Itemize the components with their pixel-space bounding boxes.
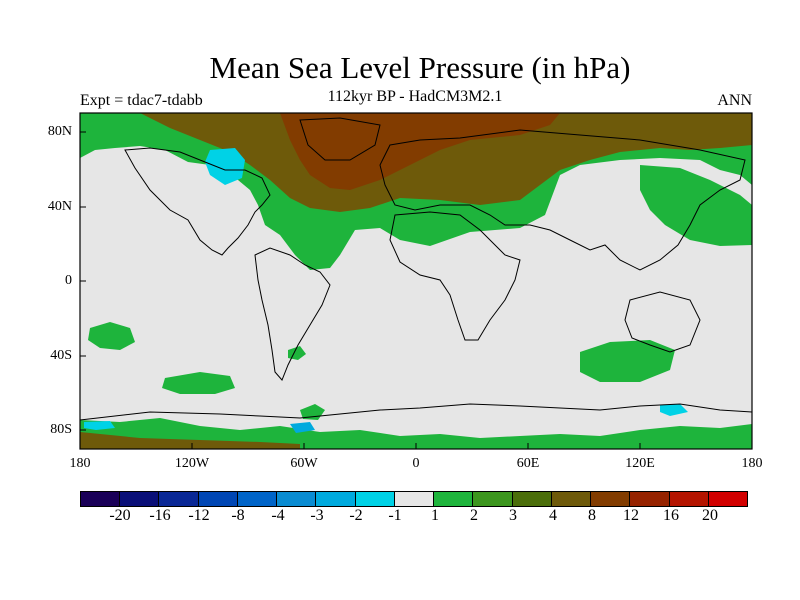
colorbar-cell (316, 492, 356, 506)
ytick-label-80n: 80N (47, 124, 72, 139)
colorbar-label: -20 (109, 507, 131, 524)
experiment-label: Expt = tdac7-tdabb (80, 92, 203, 109)
anomaly-region-south-pacific-green (88, 322, 135, 350)
colorbar-label: -4 (271, 507, 285, 524)
season-label: ANN (717, 92, 752, 109)
xtick-label-60e: 60E (516, 456, 540, 471)
coast-greenland (299, 117, 381, 161)
xtick-label-120e: 120E (625, 456, 655, 471)
colorbar-label: -16 (149, 507, 171, 524)
colorbar-cell (708, 492, 747, 506)
coast-africa (389, 211, 521, 341)
colorbar-cell (591, 492, 631, 506)
anomaly-region-antarctic-green (80, 418, 752, 449)
colorbar-label: 16 (663, 507, 679, 524)
anomaly-region-south-atlantic-green (162, 372, 235, 394)
ytick-label-40s: 40S (50, 348, 72, 363)
anomaly-region-antarctic-cyan-east (660, 404, 688, 416)
anomaly-region-canada-cyan (205, 148, 245, 185)
colorbar-cell (394, 492, 435, 506)
colorbar-label: 2 (470, 507, 478, 524)
coast-eurasia (379, 129, 746, 271)
xtick-label-180e: 180 (741, 456, 763, 471)
colorbar-label: 8 (588, 507, 596, 524)
ytick-label-40n: 40N (47, 199, 72, 214)
anomaly-region-indian-ocean-green (580, 340, 675, 382)
xtick-label-120w: 120W (174, 456, 210, 471)
coastlines (80, 117, 752, 421)
colorbar-cell (669, 492, 709, 506)
colorbar-cell (551, 492, 592, 506)
colorbar-cell (81, 492, 121, 506)
colorbar-cell (277, 492, 317, 506)
anomaly-region-asia-green (640, 165, 752, 246)
anomaly-region-antarctic-blue (290, 422, 315, 433)
chart-subtitle: 112kyr BP - HadCM3M2.1 (327, 88, 503, 105)
colorbar-label: 20 (702, 507, 718, 524)
colorbar-cell (434, 492, 474, 506)
colorbar-cell (120, 492, 160, 506)
colorbar-cell (355, 492, 395, 506)
coast-south-america (254, 247, 331, 381)
colorbar-label: -1 (388, 507, 402, 524)
colorbar-cell (198, 492, 238, 506)
colorbar-cell (473, 492, 513, 506)
colorbar-label: 1 (431, 507, 439, 524)
colorbar-label: -12 (188, 507, 210, 524)
colorbar-label: -3 (310, 507, 324, 524)
colorbar-label: 4 (549, 507, 557, 524)
colorbar-label: 12 (623, 507, 639, 524)
colorbar (80, 491, 748, 507)
colorbar-cell (159, 492, 199, 506)
coast-australia (624, 291, 701, 353)
chart-title: Mean Sea Level Pressure (in hPa) (209, 50, 631, 85)
xtick-label-0: 0 (412, 456, 420, 471)
colorbar-cell (512, 492, 552, 506)
colorbar-cell (237, 492, 278, 506)
ytick-label-0: 0 (65, 273, 72, 288)
ytick-label-80s: 80S (50, 422, 72, 437)
anomaly-field (80, 113, 752, 449)
colorbar-cell (630, 492, 670, 506)
xtick-label-60w: 60W (290, 456, 318, 471)
xtick-label-180w: 180 (69, 456, 91, 471)
anomaly-region-antarctic-cyan-west (84, 421, 115, 430)
anomaly-region-arctic-brown (280, 113, 560, 190)
colorbar-label: 3 (509, 507, 517, 524)
coast-antarctica (80, 403, 752, 421)
colorbar-label: -2 (349, 507, 363, 524)
colorbar-label: -8 (231, 507, 245, 524)
anomaly-region-antarctic-olive (80, 432, 300, 449)
coast-north-america (124, 147, 271, 256)
axis-ticks (79, 131, 753, 449)
